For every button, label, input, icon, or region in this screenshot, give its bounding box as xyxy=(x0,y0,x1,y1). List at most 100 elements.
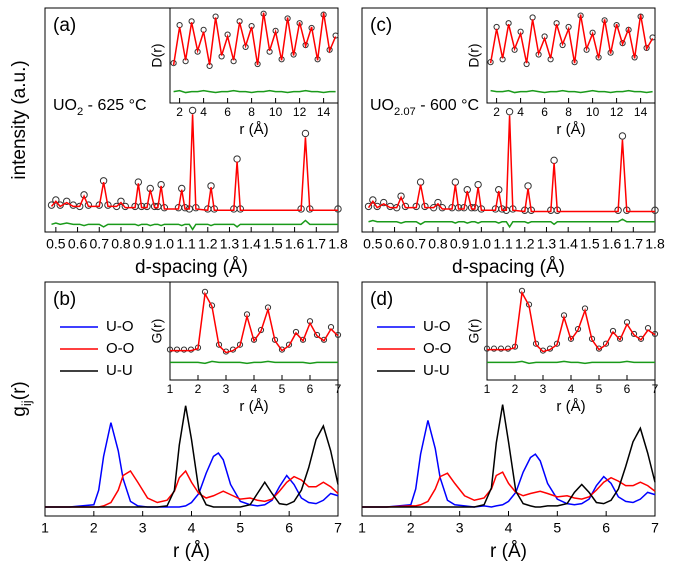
series-line xyxy=(172,12,337,66)
x-tick-label: 4 xyxy=(505,520,513,536)
x-tick-label: 7 xyxy=(652,382,659,396)
series-line xyxy=(490,89,653,94)
x-axis-label: r (Å) xyxy=(556,398,585,415)
x-tick-label: 6 xyxy=(224,105,231,119)
observed-point xyxy=(567,335,575,342)
y-axis-label-part: (r) xyxy=(9,381,30,400)
sample-annotation-part: 2 xyxy=(77,106,83,118)
observed-point xyxy=(412,202,420,211)
x-tick-label: 4 xyxy=(251,382,258,396)
x-tick-label: 14 xyxy=(634,105,648,119)
observed-point xyxy=(143,202,151,211)
x-tick-label: 7 xyxy=(651,520,659,536)
x-tick-label: 2 xyxy=(195,382,202,396)
observed-point xyxy=(250,336,258,343)
x-tick-label: 1.3 xyxy=(220,236,240,252)
observed-point xyxy=(188,106,197,115)
x-tick-label: 0.8 xyxy=(111,236,131,252)
sample-annotation-part: - 625 °C xyxy=(83,97,146,114)
legend-label: U-U xyxy=(106,362,133,379)
observed-point xyxy=(438,203,447,212)
x-tick-label: 1.5 xyxy=(263,236,283,252)
x-tick-label: 1.7 xyxy=(307,236,327,252)
x-tick-label: 1.2 xyxy=(515,236,535,252)
x-tick-label: 10 xyxy=(269,105,283,119)
x-tick-label: 1.0 xyxy=(472,236,492,252)
observed-point xyxy=(602,340,610,347)
x-tick-label: 6 xyxy=(602,520,610,536)
x-tick-label: 1.4 xyxy=(558,236,578,252)
x-tick-label: 0.5 xyxy=(46,236,66,252)
inset-frame xyxy=(486,7,656,104)
x-tick-label: 1.3 xyxy=(537,236,557,252)
x-tick-label: 3 xyxy=(139,520,147,536)
x-tick-label: 14 xyxy=(317,105,331,119)
x-tick-label: 2 xyxy=(493,105,500,119)
observed-point xyxy=(292,328,300,336)
observed-point xyxy=(369,196,377,204)
x-tick-label: 0.7 xyxy=(90,236,110,252)
y-axis-label-part: g xyxy=(9,406,30,417)
x-axis-label: r (Å) xyxy=(173,541,210,562)
legend-label: U-O xyxy=(106,318,134,335)
series-line xyxy=(362,420,656,508)
observed-point xyxy=(257,326,265,334)
x-tick-label: 1.8 xyxy=(645,236,665,252)
y-axis-label: gij(r) xyxy=(9,381,34,416)
x-tick-label: 5 xyxy=(553,520,561,536)
x-tick-label: 6 xyxy=(307,382,314,396)
x-tick-label: 12 xyxy=(610,105,624,119)
series-line xyxy=(173,89,336,94)
panel-label: (d) xyxy=(370,289,393,310)
observed-point xyxy=(609,327,617,335)
sample-annotation-part: UO xyxy=(53,97,77,114)
x-tick-label: 6 xyxy=(624,382,631,396)
x-tick-label: 5 xyxy=(236,520,244,536)
x-tick-label: 1.1 xyxy=(493,236,513,252)
x-axis-label: r (Å) xyxy=(556,121,585,138)
observed-point xyxy=(616,335,624,342)
y-axis-label-part: ij xyxy=(19,400,34,406)
observed-point xyxy=(630,330,638,338)
observed-point xyxy=(271,336,279,343)
x-tick-label: 1.1 xyxy=(176,236,196,252)
observed-point xyxy=(497,345,505,352)
series-line xyxy=(170,291,339,354)
observed-point xyxy=(483,345,491,352)
x-tick-label: 3 xyxy=(540,382,547,396)
x-tick-label: 10 xyxy=(586,105,600,119)
observed-point xyxy=(574,325,582,333)
sample-annotation-part: UO xyxy=(370,97,394,114)
observed-point xyxy=(84,201,93,209)
observed-point xyxy=(63,197,71,205)
x-tick-label: 5 xyxy=(279,382,286,396)
x-tick-label: 1.4 xyxy=(241,236,261,252)
observed-point xyxy=(505,107,514,116)
series-line xyxy=(50,114,338,212)
inset-frame xyxy=(169,7,339,104)
x-tick-label: 5 xyxy=(596,382,603,396)
observed-point xyxy=(180,346,188,353)
observed-point xyxy=(490,345,498,352)
x-tick-label: 8 xyxy=(248,105,255,119)
x-tick-label: 1.0 xyxy=(155,236,175,252)
observed-point xyxy=(649,34,656,41)
observed-point xyxy=(285,341,293,348)
sample-annotation-part: - 600 °C xyxy=(416,97,479,114)
y-axis-label: D(r) xyxy=(149,43,165,67)
series-line xyxy=(489,14,654,64)
observed-point xyxy=(299,336,307,343)
observed-point xyxy=(553,340,561,347)
observed-point xyxy=(121,202,130,211)
observed-point xyxy=(334,331,342,339)
observed-point xyxy=(173,346,181,353)
x-axis-label: d-spacing (Å) xyxy=(135,257,248,278)
observed-point xyxy=(434,198,442,207)
series-line xyxy=(51,219,338,231)
series-line xyxy=(368,218,655,229)
observed-point xyxy=(236,341,244,348)
y-axis-label: G(r) xyxy=(149,319,165,344)
panel-label: (a) xyxy=(53,15,76,36)
observed-point xyxy=(380,198,388,207)
series-line xyxy=(45,405,339,508)
